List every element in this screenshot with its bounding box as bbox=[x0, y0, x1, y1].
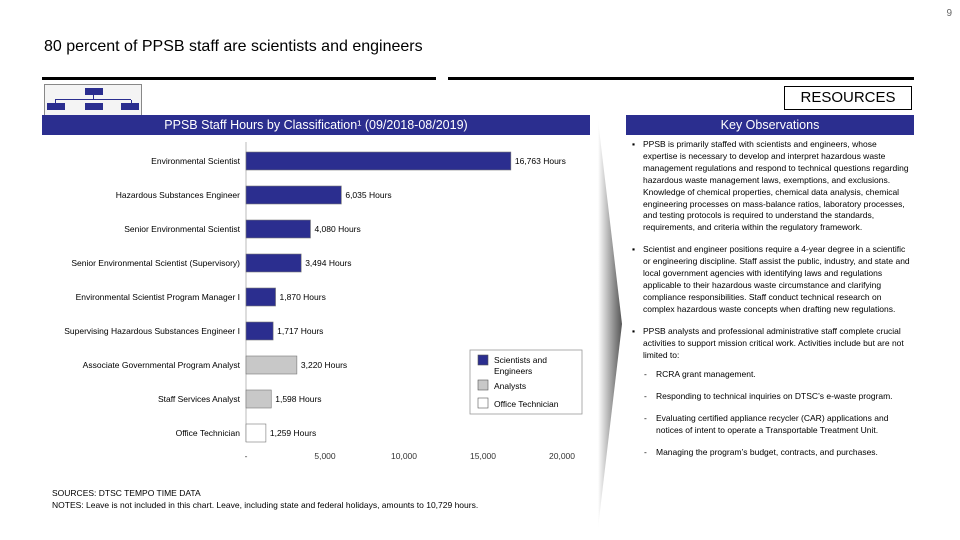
bar bbox=[245, 321, 274, 341]
category-label: Environmental Scientist Program Manager … bbox=[76, 292, 240, 302]
notes-note: NOTES: Leave is not included in this cha… bbox=[52, 500, 479, 510]
legend-swatch bbox=[477, 379, 489, 391]
observation-item: ▪ Scientist and engineer positions requi… bbox=[632, 244, 910, 314]
bar bbox=[245, 185, 342, 205]
observation-item: ▪ PPSB is primarily staffed with scienti… bbox=[632, 139, 909, 233]
data-label: 6,035 Hours bbox=[345, 190, 391, 200]
x-tick-label: 15,000 bbox=[470, 451, 496, 461]
data-label: 16,763 Hours bbox=[515, 156, 566, 166]
legend-label: Analysts bbox=[494, 381, 526, 391]
x-tick-label: 10,000 bbox=[391, 451, 417, 461]
bar bbox=[245, 355, 298, 375]
x-tick-label: 5,000 bbox=[314, 451, 336, 461]
staff-hours-chart: Environmental Scientist 16,763 Hours Hazar… bbox=[64, 142, 583, 461]
page-number: 9 bbox=[946, 8, 952, 19]
bar bbox=[245, 253, 302, 273]
observations-title: Key Observations bbox=[626, 115, 914, 135]
category-label: Supervising Hazardous Substances Enginee… bbox=[64, 326, 240, 336]
data-label: 1,598 Hours bbox=[275, 394, 321, 404]
bar bbox=[245, 219, 311, 239]
category-label: Senior Environmental Scientist bbox=[124, 224, 240, 234]
bar bbox=[245, 151, 512, 171]
bullet-icon: ▪ bbox=[632, 325, 636, 336]
x-tick-label: 20,000 bbox=[549, 451, 575, 461]
legend-label: Engineers bbox=[494, 366, 532, 376]
slide-title: 80 percent of PPSB staff are scientists … bbox=[44, 38, 423, 55]
legend-label: Scientists and bbox=[494, 355, 547, 365]
category-label: Hazardous Substances Engineer bbox=[116, 190, 240, 200]
category-label: Environmental Scientist bbox=[151, 156, 240, 166]
activity-item: - Managing the program’s budget, contrac… bbox=[644, 447, 878, 458]
sources-note: SOURCES: DTSC TEMPO TIME DATA bbox=[52, 488, 201, 498]
title-divider bbox=[42, 77, 914, 80]
activity-item: - Evaluating certified appliance recycle… bbox=[644, 413, 889, 436]
data-label: 1,870 Hours bbox=[280, 292, 326, 302]
category-label: Staff Services Analyst bbox=[158, 394, 241, 404]
data-label: 3,220 Hours bbox=[301, 360, 347, 370]
legend-label: Office Technician bbox=[494, 399, 559, 409]
bar bbox=[245, 389, 272, 409]
data-label: 4,080 Hours bbox=[314, 224, 360, 234]
activity-item: - Responding to technical inquiries on D… bbox=[644, 391, 893, 402]
legend-swatch bbox=[477, 397, 489, 409]
bullet-icon: ▪ bbox=[632, 244, 636, 255]
activity-item: - RCRA grant management. bbox=[644, 369, 756, 380]
data-label: 1,717 Hours bbox=[277, 326, 323, 336]
data-label: 1,259 Hours bbox=[270, 428, 316, 438]
observation-item: ▪ PPSB analysts and professional adminis… bbox=[632, 325, 904, 360]
footnotes: SOURCES: DTSC TEMPO TIME DATA NOTES: Lea… bbox=[52, 487, 478, 511]
data-label: 3,494 Hours bbox=[305, 258, 351, 268]
legend-swatch bbox=[477, 354, 489, 366]
flow-arrow-icon bbox=[598, 120, 622, 528]
bar bbox=[245, 423, 267, 443]
x-tick-label: - bbox=[245, 451, 248, 461]
category-label: Office Technician bbox=[176, 428, 241, 438]
key-observations-list: ▪ PPSB is primarily staffed with scienti… bbox=[632, 139, 912, 469]
resources-label: RESOURCES bbox=[784, 86, 912, 110]
legend-box bbox=[469, 349, 583, 415]
bullet-icon: ▪ bbox=[632, 139, 636, 149]
category-label: Associate Governmental Program Analyst bbox=[83, 360, 241, 370]
chart-panel-title: PPSB Staff Hours by Classification¹ (09/… bbox=[42, 115, 590, 135]
category-label: Senior Environmental Scientist (Supervis… bbox=[71, 258, 240, 268]
bar bbox=[245, 287, 276, 307]
org-chart-icon bbox=[44, 84, 142, 116]
